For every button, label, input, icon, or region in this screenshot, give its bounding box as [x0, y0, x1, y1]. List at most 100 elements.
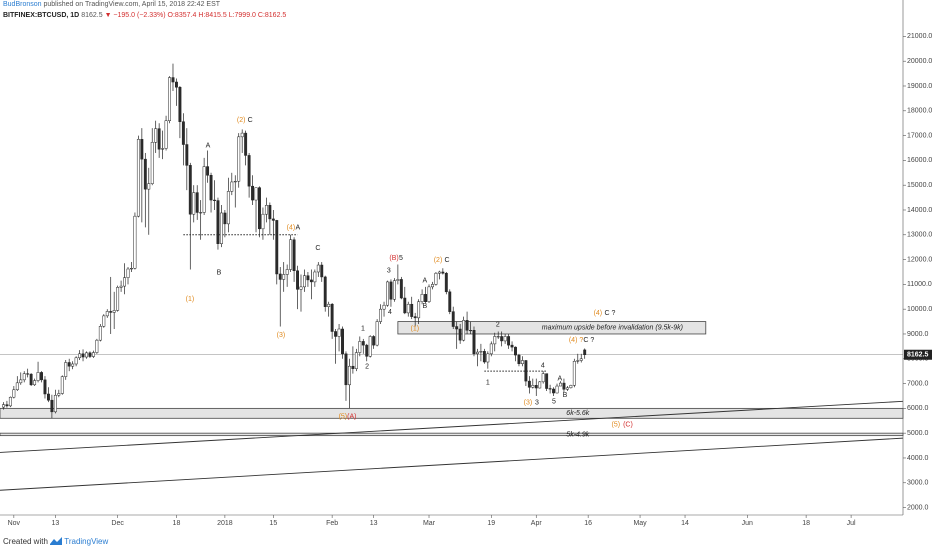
candle-body	[406, 303, 410, 314]
x-tick-label: 19	[487, 520, 495, 527]
candle-body	[475, 351, 479, 355]
candle-body	[74, 357, 78, 365]
wave-label: 5	[552, 398, 556, 405]
candle-body	[71, 363, 75, 367]
candle-body	[154, 128, 158, 143]
y-tick-label: 13000.0	[907, 232, 932, 239]
price-marker-label: 8162.5	[907, 352, 929, 359]
candle-body	[85, 352, 88, 358]
author[interactable]: BudBronson	[3, 1, 42, 8]
logo	[50, 537, 63, 545]
candle-body	[53, 394, 57, 413]
candle-body	[64, 362, 68, 377]
candle-body	[341, 328, 344, 355]
candle-body	[320, 264, 324, 278]
candle-body	[278, 273, 282, 280]
candle-body	[178, 86, 182, 122]
candle-body	[375, 321, 379, 346]
candle-body	[351, 365, 355, 369]
candle-body	[583, 349, 587, 355]
candle-body	[444, 272, 448, 293]
y-tick-label: 14000.0	[907, 207, 932, 214]
wave-label: 2	[365, 363, 369, 370]
candle-body	[8, 396, 12, 407]
x-tick-label: Mar	[423, 520, 436, 527]
candle-body	[43, 379, 47, 395]
candle-body	[330, 303, 334, 332]
candle-body	[427, 286, 431, 302]
candle-body	[479, 351, 483, 353]
candle-body	[323, 276, 327, 307]
x-tick-label: Nov	[8, 520, 21, 527]
candle-body	[441, 271, 445, 274]
candle-body	[386, 281, 389, 306]
candle-body	[147, 183, 151, 190]
candle-body	[520, 360, 524, 364]
y-tick-label: 11000.0	[907, 281, 932, 288]
candle-body	[555, 385, 559, 394]
x-tick-label: 13	[51, 520, 59, 527]
x-tick-label: Jul	[847, 520, 856, 527]
candle-body	[251, 185, 255, 201]
candle-body	[130, 268, 133, 270]
wave-label: 2	[496, 321, 500, 328]
candle-body	[161, 148, 165, 150]
y-tick-label: 10000.0	[907, 306, 932, 313]
candle-body	[493, 336, 497, 345]
candle-body	[40, 372, 43, 381]
wave-label: (3)	[277, 332, 286, 339]
published: published on TradingView.com, April 15, …	[43, 1, 221, 8]
ohlc: C:8162.5	[257, 12, 287, 19]
x-tick-label: 13	[370, 520, 378, 527]
candle-body	[565, 387, 569, 390]
candle-body	[365, 344, 369, 357]
candle-body	[275, 220, 279, 275]
brand[interactable]: TradingView	[64, 537, 109, 546]
wave-label: 4	[541, 362, 545, 369]
candle-body	[289, 239, 293, 270]
candle-body	[116, 287, 120, 311]
candle-body	[358, 341, 362, 353]
zone-label: maximum upside before invalidation (9.5k…	[542, 325, 683, 332]
x-tick-label: Dec	[111, 520, 124, 527]
y-tick-label: 19000.0	[907, 83, 932, 90]
candle-body	[303, 275, 306, 288]
wave-label: (4) ?	[569, 337, 584, 344]
zone-label: 5k-4.9k	[566, 431, 589, 438]
candle-body	[299, 286, 303, 290]
trendline	[0, 437, 904, 491]
candle-body	[462, 320, 466, 341]
x-tick-label: Apr	[531, 520, 543, 527]
candle-body	[337, 328, 341, 337]
candle-body	[174, 81, 178, 88]
candle-body	[545, 373, 549, 389]
wave-label: C ?	[583, 337, 594, 344]
candle-body	[469, 330, 472, 332]
candle-body	[296, 270, 299, 290]
candle-body	[517, 354, 521, 364]
candle-body	[503, 336, 507, 342]
candle-body	[368, 336, 372, 357]
y-tick-label: 12000.0	[907, 256, 932, 263]
candle-body	[223, 212, 227, 225]
candle-body	[531, 385, 535, 388]
candle-body	[57, 393, 61, 396]
y-tick-label: 3000.0	[907, 480, 929, 487]
candle-body	[424, 294, 428, 302]
wave-label: (4)	[594, 310, 603, 317]
candle-body	[15, 382, 19, 391]
y-tick-label: 18000.0	[907, 108, 932, 115]
candle-body	[496, 336, 500, 338]
wave-label: (5)	[339, 413, 348, 420]
wave-label: (1)	[411, 326, 420, 333]
candle-body	[396, 279, 400, 281]
wave-label: 1	[486, 380, 490, 387]
candle-body	[562, 382, 566, 390]
zone	[0, 432, 904, 437]
candle-body	[213, 199, 216, 201]
candle-body	[199, 212, 203, 214]
candle-body	[507, 336, 511, 346]
candle-body	[185, 144, 189, 166]
wave-label: A	[296, 224, 301, 231]
